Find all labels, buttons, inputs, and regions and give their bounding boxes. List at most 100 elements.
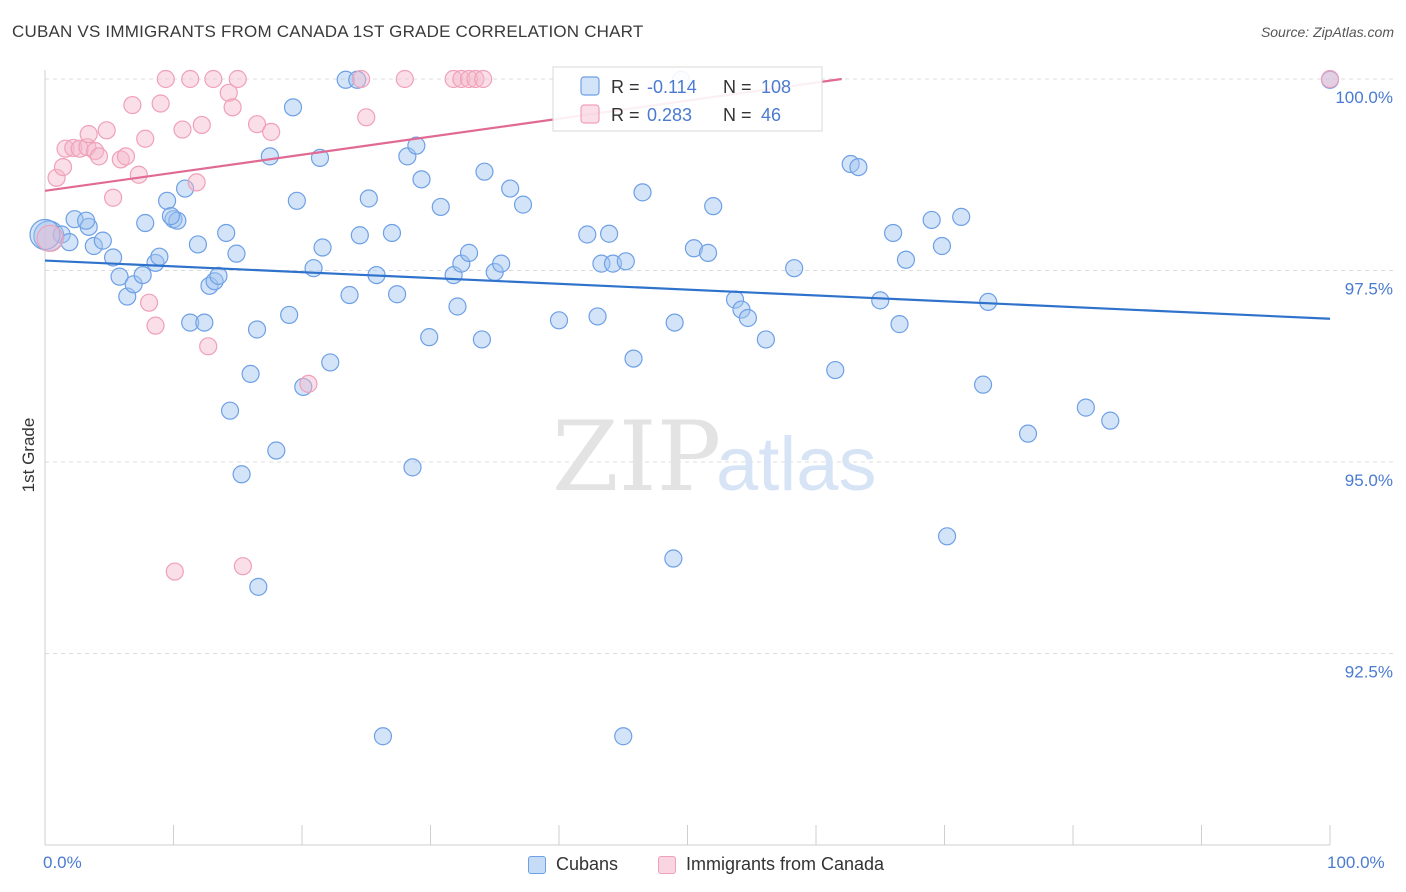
cubans-point xyxy=(104,248,123,267)
canada-point xyxy=(111,150,130,169)
canada-point xyxy=(56,139,75,158)
canada-point xyxy=(452,69,471,89)
canada-point xyxy=(192,115,211,135)
canada-point xyxy=(204,69,223,89)
cubans-point xyxy=(294,377,313,397)
canada-point xyxy=(219,83,238,102)
cubans-point xyxy=(110,267,129,286)
canada-point xyxy=(139,293,159,312)
cubans-point xyxy=(304,259,323,278)
cubans-point xyxy=(448,297,467,316)
y-tick-label: 100.0% xyxy=(1335,88,1393,107)
cubans-point xyxy=(896,250,916,269)
cubans-point xyxy=(633,183,652,202)
stats-r-label: R = xyxy=(611,105,640,125)
canada-point xyxy=(459,69,479,89)
source-label: Source: ZipAtlas.com xyxy=(1260,24,1394,40)
canada-point xyxy=(47,168,66,187)
canada-point xyxy=(89,147,109,166)
cubans-point xyxy=(665,313,684,332)
cubans-point xyxy=(849,157,868,177)
cubans-point xyxy=(227,244,246,263)
stats-r-label: R = xyxy=(611,77,640,97)
cubans-point xyxy=(403,458,422,477)
cubans-trend-line xyxy=(44,259,1331,320)
cubans-point xyxy=(1101,411,1120,430)
canada-point xyxy=(151,94,170,113)
stats-r-value: -0.114 xyxy=(647,77,697,97)
cubans-point xyxy=(472,330,491,349)
canada-point xyxy=(352,69,371,89)
canada-point xyxy=(223,98,242,117)
chart-title: CUBAN VS IMMIGRANTS FROM CANADA 1ST GRAD… xyxy=(12,22,644,41)
cubans-point xyxy=(1018,424,1038,443)
legend-swatch-canada xyxy=(658,855,676,874)
canada-point xyxy=(123,95,142,115)
cubans-point xyxy=(168,211,187,230)
cubans-point xyxy=(84,236,103,256)
canada-point xyxy=(262,122,281,141)
canada-point xyxy=(79,125,98,144)
cubans-point xyxy=(756,330,775,349)
canada-point xyxy=(247,115,267,134)
canada-point xyxy=(129,165,148,184)
cubans-point xyxy=(133,265,152,285)
cubans-point xyxy=(93,231,112,250)
legend-item-cubans[interactable]: Cubans xyxy=(528,854,618,875)
legend-label-canada: Immigrants from Canada xyxy=(686,854,885,874)
canada-point xyxy=(136,129,155,148)
cubans-point xyxy=(267,441,286,460)
cubans-point xyxy=(150,247,169,266)
canada-point xyxy=(64,138,83,158)
canada-point xyxy=(187,173,206,192)
cubans-point xyxy=(871,291,890,310)
bottom-legend: Cubans Immigrants from Canada xyxy=(0,850,1406,880)
canada-point xyxy=(228,69,247,89)
cubans-point xyxy=(249,577,268,596)
cubans-point xyxy=(624,349,643,368)
cubans-point xyxy=(420,328,439,347)
canada-point xyxy=(70,139,89,158)
cubans-point xyxy=(195,313,214,332)
stats-n-label: N = xyxy=(723,77,752,97)
canada-point xyxy=(395,69,414,89)
cubans-point xyxy=(175,179,195,198)
cubans-point xyxy=(359,189,378,208)
stats-swatch-canada xyxy=(580,104,600,124)
canada-point xyxy=(357,108,376,127)
cubans-point xyxy=(616,252,635,271)
legend-item-canada[interactable]: Immigrants from Canada xyxy=(658,854,884,875)
cubans-point xyxy=(1076,398,1095,417)
cubans-point xyxy=(973,375,993,394)
stats-n-value: 108 xyxy=(761,77,791,97)
canada-point xyxy=(444,69,463,89)
stats-n-value: 46 xyxy=(761,105,781,125)
cubans-point xyxy=(578,225,597,244)
cubans-point xyxy=(247,320,267,339)
y-tick-label: 95.0% xyxy=(1345,471,1393,490)
cubans-point xyxy=(475,162,494,181)
cubans-point xyxy=(932,236,952,256)
cubans-point xyxy=(209,266,228,285)
cubans-point xyxy=(937,527,957,546)
canada-point xyxy=(156,69,175,89)
canada-point xyxy=(36,224,64,252)
canada-point xyxy=(1320,69,1340,89)
cubans-point xyxy=(313,238,332,257)
cubans-point xyxy=(492,254,511,273)
cubans-point xyxy=(260,147,279,166)
cubans-point xyxy=(157,191,177,210)
cubans-point xyxy=(698,243,718,262)
canada-point xyxy=(146,316,165,335)
cubans-point xyxy=(412,170,431,189)
canada-point xyxy=(173,120,192,139)
cubans-point xyxy=(785,259,804,278)
cubans-point xyxy=(922,210,941,230)
legend-label-cubans: Cubans xyxy=(556,854,619,874)
cubans-point xyxy=(321,353,340,372)
cubans-point xyxy=(65,210,84,229)
cubans-point xyxy=(387,285,407,304)
stats-n-label: N = xyxy=(723,105,752,125)
cubans-point xyxy=(826,360,845,380)
